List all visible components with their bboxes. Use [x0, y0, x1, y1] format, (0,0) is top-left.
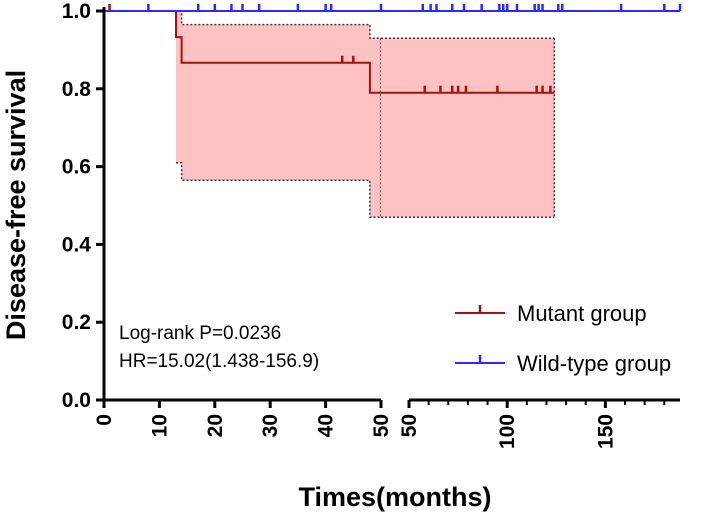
legend-label-1: Mutant group [517, 301, 647, 326]
x-tick-label: 30 [259, 414, 282, 437]
y-tick-label: 0.6 [62, 156, 91, 179]
survival-curves [104, 4, 682, 94]
x-tick-label: 50 [398, 414, 421, 437]
hr-annotation: HR=15.02(1.438-156.9) [119, 351, 319, 372]
x-tick-label: 150 [594, 414, 617, 449]
legend-label-2: Wild-type group [517, 351, 671, 376]
y-tick-label: 1.0 [62, 0, 91, 23]
y-tick-label: 0.4 [62, 233, 92, 256]
y-tick-label: 0.2 [62, 311, 91, 334]
y-axis-label: Disease-free survival [1, 70, 31, 340]
confidence-bands [176, 10, 556, 218]
x-tick-label: 100 [496, 414, 519, 449]
legend: Mutant group Wild-type group [455, 301, 671, 376]
logrank-annotation: Log-rank P=0.0236 [119, 323, 281, 344]
mutant-groupcurve-1 [104, 10, 381, 94]
x-tick-label: 40 [315, 414, 338, 437]
x-tick-label: 0 [93, 414, 116, 426]
y-tick-label: 0.0 [62, 389, 91, 412]
ci-band-1 [176, 11, 381, 218]
x-tick-label: 10 [148, 414, 171, 437]
ci-lower-line-1 [176, 161, 381, 218]
axes [96, 7, 680, 408]
ci-band-2 [381, 38, 555, 218]
x-tick-label: 50 [370, 414, 393, 437]
y-tick-label: 0.8 [62, 78, 92, 101]
tick-labels: 0.0 0.2 0.4 0.6 0.8 1.0 0 10 20 30 40 50 50 100 150 [62, 0, 618, 449]
x-tick-label: 20 [204, 414, 227, 437]
x-axis-label: Times(months) [298, 482, 491, 512]
